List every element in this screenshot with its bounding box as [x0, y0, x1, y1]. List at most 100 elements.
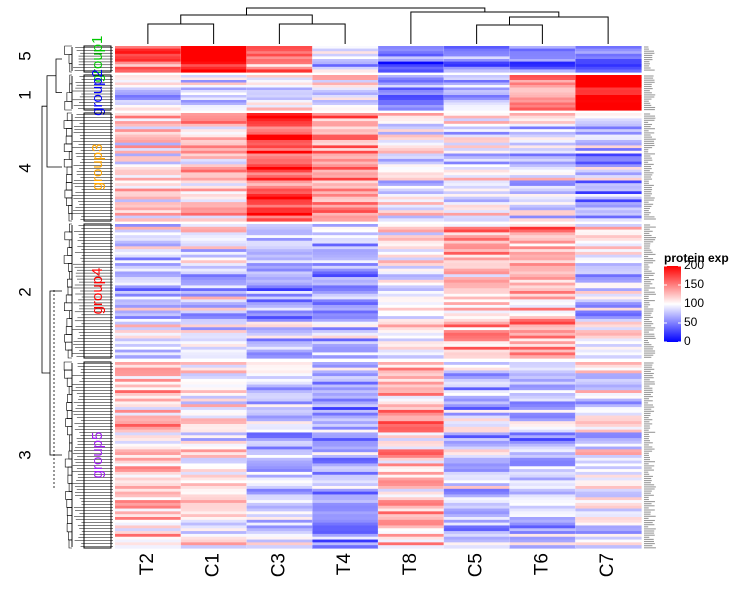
heatmap-cell [575, 48, 642, 52]
heatmap-cell [246, 113, 313, 117]
heatmap-cell [180, 395, 248, 400]
heatmap-cell [115, 194, 182, 198]
heatmap-cell [575, 148, 642, 152]
heatmap-cell [312, 497, 379, 501]
heatmap-cell [575, 279, 642, 284]
heatmap-cell [246, 279, 313, 284]
heatmap-cell [312, 426, 379, 431]
heatmap-cell [180, 210, 248, 214]
heatmap-cell [378, 271, 445, 275]
heatmap-cell [378, 129, 445, 133]
heatmap-cell [115, 299, 182, 303]
heatmap-cell [246, 321, 313, 326]
heatmap-cell [180, 51, 248, 55]
heatmap-cell [312, 364, 379, 369]
heatmap-cell [378, 66, 445, 70]
heatmap-cell [509, 232, 576, 236]
heatmap-cell [246, 296, 313, 300]
heatmap-cell [509, 90, 576, 94]
heatmap-cell [509, 279, 576, 284]
heatmap-cell [246, 327, 313, 331]
heatmap-cell [312, 167, 379, 171]
heatmap-cell [509, 318, 576, 323]
heatmap-cell [378, 172, 445, 176]
heatmap-cell [115, 69, 182, 73]
heatmap-cell [246, 421, 313, 425]
heatmap-cell [378, 75, 445, 79]
heatmap-cell [575, 121, 642, 125]
heatmap-cell [246, 92, 313, 96]
heatmap-cell [246, 100, 313, 104]
dendrogram-link [476, 24, 543, 44]
heatmap-cell [378, 85, 445, 89]
heatmap-cell [509, 129, 576, 133]
heatmap-cell [378, 415, 445, 419]
heatmap-cell [509, 161, 576, 165]
heatmap-cell [115, 207, 182, 211]
heatmap-cell [575, 61, 642, 65]
heatmap-cell [246, 502, 313, 507]
heatmap-cell [115, 346, 182, 351]
heatmap-cell [180, 224, 248, 228]
group-box [83, 112, 112, 222]
heatmap-cell [575, 508, 642, 512]
heatmap-cell [312, 440, 379, 445]
heatmap-cell [443, 511, 511, 515]
heatmap-cell [246, 401, 313, 405]
heatmap-cell [246, 210, 313, 214]
heatmap-cell [312, 204, 379, 209]
heatmap-cell [378, 64, 445, 68]
heatmap-cell [312, 207, 379, 211]
heatmap-cell [312, 271, 379, 275]
heatmap-cell [378, 153, 445, 157]
heatmap-cell [443, 229, 511, 233]
heatmap-cell [378, 185, 445, 190]
heatmap-cell [509, 545, 576, 549]
heatmap-cell [443, 204, 511, 209]
heatmap-cell [443, 271, 511, 275]
heatmap-cell [115, 384, 182, 388]
legend-tick-label: 0 [684, 334, 691, 348]
heatmap-cell [115, 185, 182, 190]
heatmap-cell [115, 66, 182, 70]
heatmap-cell [575, 480, 642, 484]
heatmap-cell [246, 460, 313, 465]
heatmap-cell [246, 156, 313, 160]
heatmap-cell [509, 321, 576, 326]
heatmap-cell [180, 440, 248, 445]
heatmap-cell [443, 140, 511, 144]
heatmap-cell [115, 335, 182, 340]
heatmap-cell [443, 274, 511, 278]
heatmap-cell [378, 471, 445, 476]
heatmap-cell [115, 502, 182, 507]
heatmap-cell [312, 249, 379, 253]
heatmap-cell [180, 370, 248, 374]
heatmap-cell [378, 466, 445, 470]
heatmap-cell [180, 199, 248, 203]
group-label: group5 [89, 432, 106, 479]
heatmap-cell [180, 115, 248, 119]
heatmap-cell [378, 378, 445, 383]
heatmap-cell [378, 477, 445, 481]
heatmap-cell [378, 514, 445, 518]
heatmap-cell [180, 522, 248, 527]
heatmap-cell [378, 212, 445, 217]
heatmap-cell [378, 161, 445, 165]
heatmap-cell [443, 486, 511, 490]
heatmap-cell [246, 64, 313, 68]
heatmap-cell [115, 488, 182, 493]
row-dendrogram-link [66, 197, 72, 206]
heatmap-cell [443, 429, 511, 434]
heatmap-cell [378, 268, 445, 273]
heatmap-cell [180, 432, 248, 436]
row-dendrogram-link [64, 334, 72, 343]
heatmap-cell [115, 486, 182, 490]
row-dendrogram-link [69, 63, 72, 73]
heatmap-cell [378, 387, 445, 391]
heatmap-cell [115, 148, 182, 152]
heatmap-cell [443, 304, 511, 309]
heatmap-cell [115, 519, 182, 524]
heatmap-cell [312, 131, 379, 136]
heatmap-cell [246, 486, 313, 490]
heatmap-cell [378, 215, 445, 219]
